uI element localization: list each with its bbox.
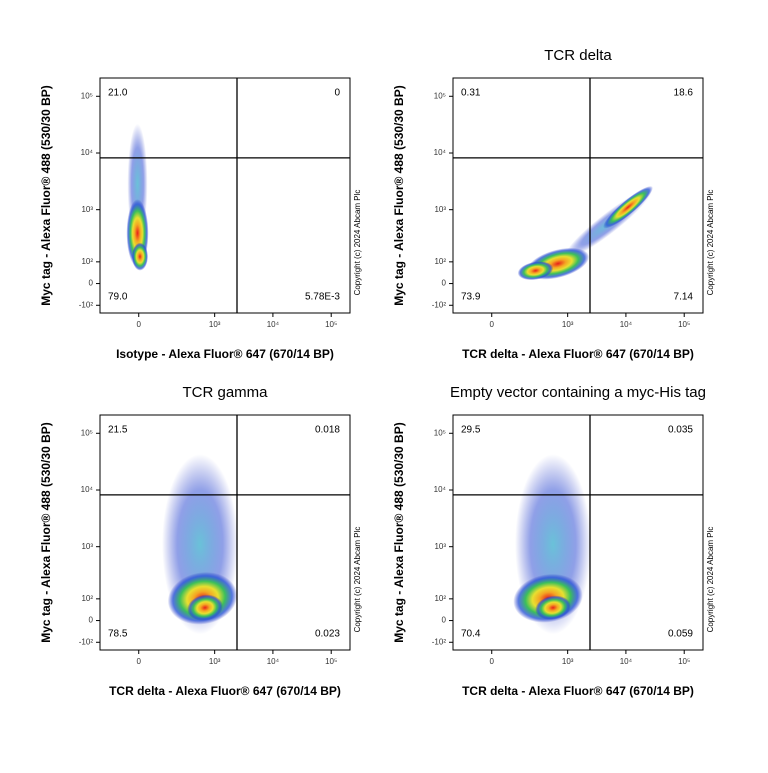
x-tick-label: 10⁴ [620,320,633,329]
x-tick-label: 10⁵ [325,657,337,666]
y-axis-label: Myc tag - Alexa Fluor® 488 (530/30 BP) [392,85,406,305]
x-tick-label: 10³ [209,320,221,329]
x-tick-label: 10⁴ [620,657,633,666]
quadrant-percent: 73.9 [461,292,481,303]
density-cloud [517,261,554,281]
y-tick-label: 10³ [81,205,93,214]
density-cloud [603,185,653,229]
y-tick-label: 10⁵ [81,91,93,100]
y-tick-label: 10⁵ [434,91,446,100]
y-tick-label: 10⁴ [434,485,447,494]
y-tick-label: 10⁵ [81,428,93,437]
quadrant-percent: 0.059 [668,629,693,640]
plot-frame [452,77,704,314]
y-tick-label: 10³ [81,542,93,551]
y-tick-label: 10³ [434,205,446,214]
quadrant-percent: 18.6 [674,88,694,99]
y-axis-label: Myc tag - Alexa Fluor® 488 (530/30 BP) [39,85,53,305]
y-tick-label: -10² [432,300,447,309]
x-tick-label: 10³ [562,657,574,666]
copyright: Copyright (c) 2024 Abcam Plc [353,527,362,633]
x-axis-label: Isotype - Alexa Fluor® 647 (670/14 BP) [116,347,334,361]
y-tick-label: -10² [79,300,94,309]
y-tick-label: 10³ [434,542,446,551]
y-tick-label: 0 [442,616,447,625]
quadrant-percent: 0 [334,88,340,99]
x-tick-label: 0 [137,320,142,329]
y-tick-label: 10² [81,257,93,266]
x-tick-label: 10⁵ [325,320,337,329]
x-tick-label: 10⁵ [678,320,690,329]
x-tick-label: 0 [490,657,495,666]
quadrant-percent: 0.31 [461,88,481,99]
quadrant-percent: 21.0 [108,88,128,99]
x-tick-label: 10³ [562,320,574,329]
y-tick-label: 10⁴ [434,148,447,157]
y-tick-label: 10² [434,257,446,266]
quadrant-percent: 0.023 [315,629,340,640]
quadrant-percent: 0.035 [668,425,693,436]
quadrant-percent: 21.5 [108,425,128,436]
y-tick-label: 10² [81,594,93,603]
quadrant-percent: 29.5 [461,425,481,436]
x-tick-label: 10³ [209,657,221,666]
panel-title: Empty vector containing a myc-His tag [450,384,706,401]
y-tick-label: 10⁴ [81,148,94,157]
x-tick-label: 10⁴ [267,320,280,329]
copyright: Copyright (c) 2024 Abcam Plc [353,190,362,296]
x-tick-label: 0 [490,320,495,329]
panel-title: TCR gamma [182,384,268,401]
x-tick-label: 10⁴ [267,657,280,666]
y-tick-label: 10⁵ [434,428,446,437]
x-tick-label: 0 [137,657,142,666]
panel-title: TCR delta [544,47,612,64]
density-cloud [187,594,223,621]
x-tick-label: 10⁵ [678,657,690,666]
x-axis-label: TCR delta - Alexa Fluor® 647 (670/14 BP) [109,684,341,698]
quadrant-percent: 7.14 [674,292,694,303]
copyright: Copyright (c) 2024 Abcam Plc [706,527,715,633]
density-cloud [535,595,571,620]
y-tick-label: 0 [89,616,94,625]
copyright: Copyright (c) 2024 Abcam Plc [706,190,715,296]
quadrant-percent: 79.0 [108,292,128,303]
density-cloud [132,242,148,271]
y-tick-label: 10⁴ [81,485,94,494]
quadrant-percent: 70.4 [461,629,481,640]
quadrant-percent: 5.78E-3 [305,292,340,303]
y-tick-label: 10² [434,594,446,603]
quadrant-percent: 78.5 [108,629,128,640]
y-tick-label: 0 [89,279,94,288]
y-tick-label: -10² [432,637,447,646]
y-tick-label: 0 [442,279,447,288]
quadrant-percent: 0.018 [315,425,340,436]
y-tick-label: -10² [79,637,94,646]
x-axis-label: TCR delta - Alexa Fluor® 647 (670/14 BP) [462,684,694,698]
y-axis-label: Myc tag - Alexa Fluor® 488 (530/30 BP) [392,422,406,642]
y-axis-label: Myc tag - Alexa Fluor® 488 (530/30 BP) [39,422,53,642]
x-axis-label: TCR delta - Alexa Fluor® 647 (670/14 BP) [462,347,694,361]
